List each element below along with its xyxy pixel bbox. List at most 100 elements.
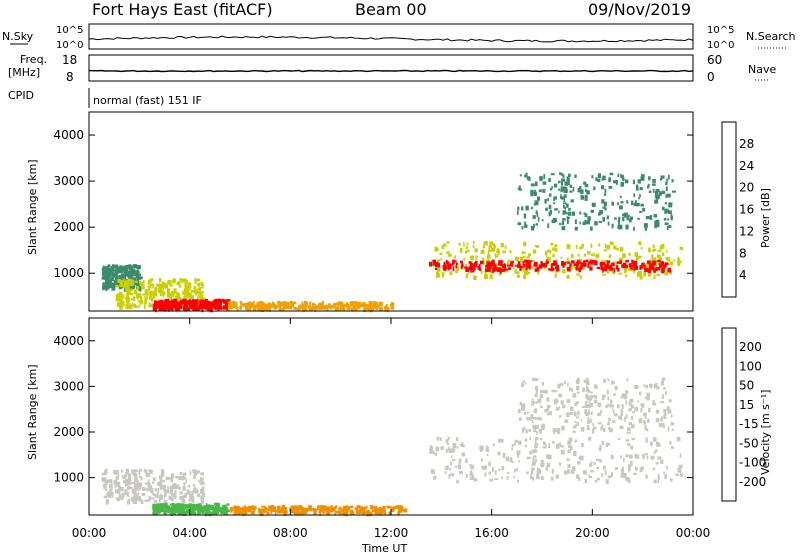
colorbar-tick-label: 50 [739,379,754,393]
echo-cell [551,468,554,474]
echo-cell [440,258,442,261]
echo-cell [563,197,566,202]
echo-cell [169,306,173,311]
echo-cell [585,405,589,408]
echo-cell [511,461,514,464]
echo-cell [588,404,591,408]
echo-cell [539,398,542,402]
echo-cell [161,480,165,483]
echo-cell [317,505,320,510]
echo-cell [483,274,488,279]
echo-cell [125,478,129,483]
x-tick-label: 16:00 [474,526,509,540]
echo-cell [345,505,349,508]
echo-cell [460,260,463,264]
echo-cell [200,509,203,512]
echo-cell [204,305,209,309]
echo-cell [670,414,673,418]
echo-cell [560,194,562,198]
echo-cell [335,505,338,509]
echo-cell [145,469,148,474]
echo-cell [655,196,660,200]
echo-cell [450,455,453,458]
echo-cell [125,468,130,474]
echo-cell [455,266,460,271]
echo-cell [607,475,612,479]
echo-cell [599,459,602,463]
echo-cell [131,285,133,289]
echo-cell [148,286,151,291]
echo-cell [517,206,520,211]
echo-cell [609,172,614,176]
echo-cell [196,304,198,308]
echo-cell [125,264,129,270]
echo-cell [448,448,453,453]
echo-cell [469,472,474,477]
echo-cell [198,291,203,294]
echo-cell [562,269,566,274]
echo-cell [523,251,526,254]
echo-cell [470,464,474,470]
echo-cell [152,508,156,511]
echo-cell [382,505,386,511]
echo-cell [555,474,559,479]
echo-cell [666,269,669,272]
echo-cell [635,256,640,260]
echo-cell [119,284,124,287]
echo-cell [193,505,198,509]
echo-cell [124,284,128,288]
echo-cell [207,504,211,509]
x-tick-label: 20:00 [575,526,610,540]
echo-cell [500,260,504,263]
echo-cell [122,294,125,298]
echo-cell [262,302,265,307]
echo-cell [239,305,243,310]
echo-cell [646,455,649,460]
echo-cell [596,477,600,481]
echo-cell [519,401,522,406]
echo-cell [598,448,602,452]
echo-cell [122,480,127,483]
echo-cell [574,219,577,224]
echo-cell [644,416,647,419]
echo-cell [550,476,554,481]
echo-cell [607,221,610,226]
echo-cell [534,191,537,197]
echo-cell [540,405,543,409]
echo-cell [200,497,204,500]
echo-cell [125,297,130,301]
echo-cell [226,306,230,311]
echo-cell [629,398,634,403]
echo-cell [173,505,176,511]
echo-cell [115,267,119,271]
echo-cell [150,485,153,489]
echo-cell [521,206,524,211]
echo-cell [294,508,297,513]
echo-cell [200,477,204,482]
echo-cell [297,505,301,511]
echo-cell [365,304,369,307]
echo-cell [602,175,606,181]
noise-trace [88,35,694,43]
echo-cell [644,396,648,400]
echo-cell [642,207,645,212]
echo-cell [532,377,536,381]
echo-cell [175,292,179,295]
echo-cell [132,499,136,504]
echo-cell [154,488,157,492]
echo-cell [458,458,462,463]
echo-cell [290,510,294,514]
echo-cell [327,303,331,306]
echo-cell [485,446,489,452]
echo-cell [379,506,382,511]
echo-cell [441,271,444,276]
echo-cell [275,304,279,309]
echo-cell [131,496,135,502]
echo-cell [521,383,524,387]
noise-tick-bottom: 10^0 [56,40,83,51]
echo-cell [363,307,367,313]
echo-cell [628,401,632,406]
echo-cell [185,292,189,296]
echo-cell [113,269,117,272]
echo-cell [153,295,156,299]
